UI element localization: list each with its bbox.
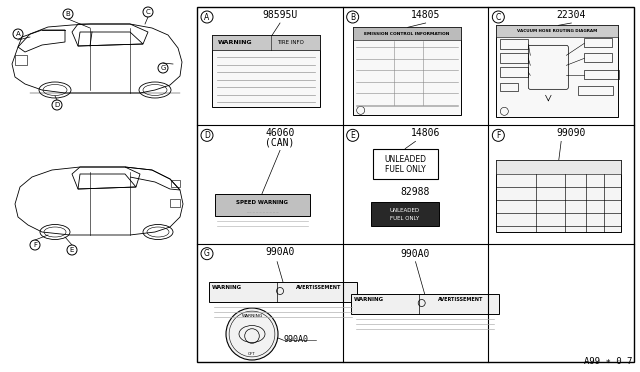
Text: G: G bbox=[160, 65, 166, 71]
Bar bbox=[497, 160, 621, 232]
Bar bbox=[171, 180, 180, 187]
Bar bbox=[584, 70, 620, 79]
Text: AVERTISSEMENT: AVERTISSEMENT bbox=[438, 297, 483, 302]
Text: UNLEADED: UNLEADED bbox=[390, 208, 420, 212]
Text: 98595U: 98595U bbox=[262, 10, 298, 20]
Text: 14806: 14806 bbox=[411, 128, 440, 138]
Text: G: G bbox=[204, 249, 210, 258]
Text: (CAN): (CAN) bbox=[266, 137, 294, 147]
Text: 990A0: 990A0 bbox=[401, 248, 430, 259]
Bar bbox=[584, 53, 612, 62]
Text: WARNING: WARNING bbox=[218, 40, 253, 45]
Bar bbox=[497, 25, 618, 117]
Text: _ _ _ _ _ _ _ _ _ _: _ _ _ _ _ _ _ _ _ _ bbox=[246, 208, 279, 212]
Text: VACUUM HOSE ROUTING DIAGRAM: VACUUM HOSE ROUTING DIAGRAM bbox=[517, 29, 598, 33]
Text: F: F bbox=[496, 131, 500, 140]
Text: A: A bbox=[204, 13, 210, 22]
Text: C: C bbox=[496, 13, 501, 22]
Bar bbox=[15, 55, 27, 65]
Text: WARNING: WARNING bbox=[353, 297, 383, 302]
Text: UNLEADED: UNLEADED bbox=[384, 155, 426, 164]
Text: EMISSION CONTROL INFORMATION: EMISSION CONTROL INFORMATION bbox=[364, 32, 449, 36]
Bar bbox=[500, 53, 529, 63]
Bar bbox=[212, 35, 320, 50]
Bar bbox=[497, 25, 618, 37]
Text: D: D bbox=[204, 131, 210, 140]
Circle shape bbox=[226, 308, 278, 360]
Text: 14805: 14805 bbox=[411, 10, 440, 20]
Text: FUEL ONLY: FUEL ONLY bbox=[390, 217, 419, 221]
Text: D: D bbox=[54, 102, 60, 108]
Bar bbox=[579, 86, 613, 95]
Text: F: F bbox=[33, 242, 37, 248]
Text: SPEED WARNING: SPEED WARNING bbox=[237, 200, 289, 205]
Bar bbox=[170, 199, 180, 207]
Text: 990A0: 990A0 bbox=[266, 247, 294, 257]
Bar bbox=[351, 294, 499, 314]
Text: B: B bbox=[350, 13, 355, 22]
Text: AVERTISSEMENT: AVERTISSEMENT bbox=[296, 285, 341, 290]
Text: B: B bbox=[66, 11, 70, 17]
Text: A: A bbox=[15, 31, 20, 37]
Bar bbox=[500, 83, 518, 92]
Bar bbox=[212, 35, 320, 108]
Text: E: E bbox=[70, 247, 74, 253]
Bar bbox=[209, 282, 357, 302]
Bar bbox=[353, 27, 461, 115]
Text: C: C bbox=[146, 9, 150, 15]
Text: 990A0: 990A0 bbox=[283, 336, 308, 344]
Bar bbox=[197, 7, 634, 362]
Text: 22304: 22304 bbox=[557, 10, 586, 20]
Bar bbox=[371, 202, 438, 226]
Text: E: E bbox=[350, 131, 355, 140]
Text: WARNING: WARNING bbox=[241, 314, 262, 318]
Bar bbox=[353, 27, 461, 40]
Bar bbox=[500, 39, 529, 49]
Text: WARNING: WARNING bbox=[212, 285, 242, 290]
Bar bbox=[500, 67, 529, 77]
Text: 82988: 82988 bbox=[401, 187, 430, 197]
Bar bbox=[372, 149, 438, 179]
Text: TIRE INFO: TIRE INFO bbox=[277, 40, 303, 45]
Text: 99090: 99090 bbox=[557, 128, 586, 138]
Text: OFT: OFT bbox=[248, 352, 256, 356]
Text: 46060: 46060 bbox=[266, 128, 294, 138]
Bar bbox=[584, 38, 612, 47]
Bar bbox=[215, 194, 310, 216]
Bar bbox=[497, 160, 621, 174]
Text: FUEL ONLY: FUEL ONLY bbox=[385, 165, 426, 174]
Text: A99 ∗ 0 7: A99 ∗ 0 7 bbox=[584, 357, 632, 366]
